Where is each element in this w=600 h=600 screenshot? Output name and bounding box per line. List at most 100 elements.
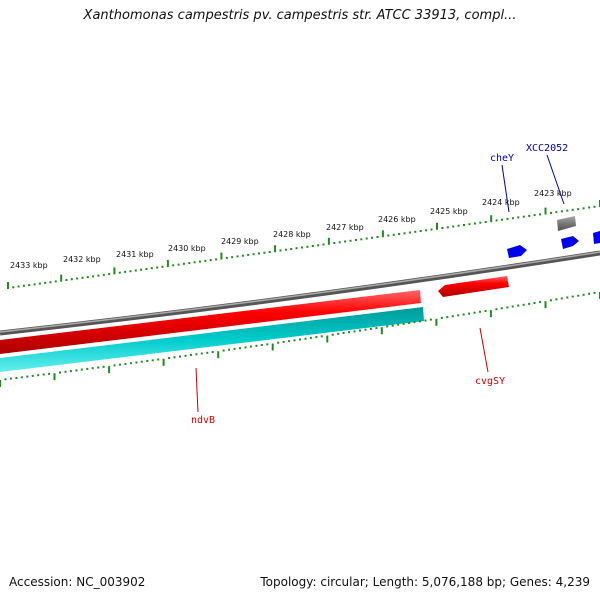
ruler-minor-tick	[102, 365, 105, 368]
ruler-minor-tick	[550, 211, 552, 214]
gene-feature-cvgsy[interactable]	[438, 276, 509, 297]
ruler-minor-tick	[211, 351, 214, 353]
ruler-minor-tick	[517, 216, 520, 219]
ruler-minor-tick	[311, 245, 314, 247]
ruler-minor-tick	[249, 345, 252, 348]
ruler-minor-tick	[258, 252, 260, 255]
ruler-major-tick	[7, 282, 9, 289]
ruler-minor-tick	[582, 207, 585, 210]
ruler-minor-tick	[441, 227, 444, 229]
ruler-major-tick	[0, 380, 1, 387]
ruler-minor-tick	[392, 233, 395, 236]
ruler-minor-tick	[156, 266, 159, 269]
ruler-minor-tick	[118, 271, 121, 274]
ruler-minor-tick	[239, 347, 241, 350]
ruler-major-tick	[380, 327, 383, 335]
ruler-minor-tick	[371, 236, 374, 239]
ruler-minor-tick	[252, 253, 255, 256]
ruler-major-tick	[435, 318, 438, 326]
ruler-minor-tick	[97, 366, 100, 369]
ruler-minor-tick	[593, 291, 596, 294]
ruler-minor-tick	[344, 240, 347, 243]
ruler-minor-tick	[408, 231, 411, 234]
gene-feature-blue-3[interactable]	[593, 231, 600, 244]
ruler-major-tick	[220, 252, 223, 260]
ruler-minor-tick	[209, 259, 212, 262]
ruler-minor-tick	[419, 230, 422, 232]
ruler-minor-tick	[204, 259, 207, 262]
ruler-minor-tick	[391, 324, 394, 327]
ruler-minor-tick	[333, 242, 336, 244]
ruler-minor-tick	[188, 262, 191, 265]
ruler-minor-tick	[566, 209, 569, 212]
ruler-minor-tick	[200, 352, 203, 355]
gene-feature-ndvb-track[interactable]	[0, 290, 421, 354]
ruler-minor-tick	[457, 224, 460, 227]
ruler-minor-tick	[76, 277, 79, 280]
ruler-major-tick	[162, 358, 165, 366]
ruler-minor-tick	[268, 251, 271, 253]
ruler-minor-tick	[260, 344, 263, 346]
ruler-minor-tick	[560, 210, 563, 213]
ruler-minor-tick	[365, 237, 368, 240]
ruler-minor-tick	[451, 315, 454, 318]
ruler-minor-tick	[145, 268, 148, 270]
ruler-minor-tick	[48, 372, 51, 375]
ruler-minor-tick	[12, 286, 15, 289]
ruler-minor-tick	[173, 356, 176, 359]
ruler-minor-tick	[86, 367, 89, 370]
ruler-minor-tick	[446, 316, 449, 319]
ruler-label: 2427 kbp	[326, 223, 364, 232]
ruler-minor-tick	[582, 293, 585, 296]
ruler-minor-tick	[369, 327, 372, 330]
ruler-minor-tick	[244, 346, 247, 349]
gene-feature-cyan-track[interactable]	[0, 307, 424, 372]
ruler-minor-tick	[577, 294, 580, 297]
ruler-minor-tick	[157, 358, 160, 361]
ruler-minor-tick	[44, 281, 47, 284]
ruler-minor-tick	[317, 244, 320, 247]
inner-ruler	[0, 291, 600, 387]
gene-feature-chey[interactable]	[507, 245, 527, 258]
ruler-minor-tick	[172, 264, 175, 267]
ruler-minor-tick	[500, 307, 503, 310]
ruler-minor-tick	[577, 208, 580, 211]
ruler-label: 2423 kbp	[534, 189, 572, 198]
ruler-minor-tick	[549, 299, 552, 302]
ruler-minor-tick	[353, 330, 356, 333]
ruler-minor-tick	[539, 213, 542, 216]
ruler-minor-tick	[140, 360, 143, 363]
ruler-minor-tick	[338, 241, 341, 244]
gene-label-chey[interactable]: cheY	[490, 153, 514, 164]
ruler-minor-tick	[129, 362, 132, 365]
ruler-minor-tick	[263, 251, 266, 254]
ruler-minor-tick	[282, 340, 285, 343]
ruler-minor-tick	[479, 310, 481, 313]
ruler-major-tick	[271, 343, 274, 351]
gene-feature-xcc2052[interactable]	[557, 216, 576, 231]
ruler-minor-tick	[462, 313, 465, 316]
ruler-minor-tick	[364, 328, 367, 331]
gene-label-xcc2052[interactable]: XCC2052	[526, 143, 568, 154]
gene-label-lines	[195, 154, 565, 413]
gene-label-ndvb[interactable]: ndvB	[191, 415, 215, 426]
ruler-minor-tick	[446, 226, 449, 229]
ruler-minor-tick	[539, 301, 541, 304]
ruler-minor-tick	[342, 332, 345, 334]
gene-feature-blue-2[interactable]	[561, 236, 579, 249]
ruler-minor-tick	[37, 374, 40, 377]
ruler-minor-tick	[81, 276, 84, 279]
ruler-minor-tick	[228, 348, 231, 351]
ruler-minor-tick	[168, 357, 171, 359]
ruler-minor-tick	[134, 269, 137, 272]
gene-label-cvgsy[interactable]: cvgSY	[475, 376, 505, 387]
ruler-minor-tick	[429, 318, 432, 321]
ruler-minor-tick	[266, 343, 269, 346]
ruler-minor-tick	[506, 217, 509, 220]
ruler-minor-tick	[26, 375, 29, 378]
ruler-major-tick	[544, 207, 547, 215]
accession-text: Accession: NC_003902	[9, 575, 146, 589]
ruler-minor-tick	[479, 221, 482, 224]
ruler-minor-tick	[65, 279, 68, 281]
